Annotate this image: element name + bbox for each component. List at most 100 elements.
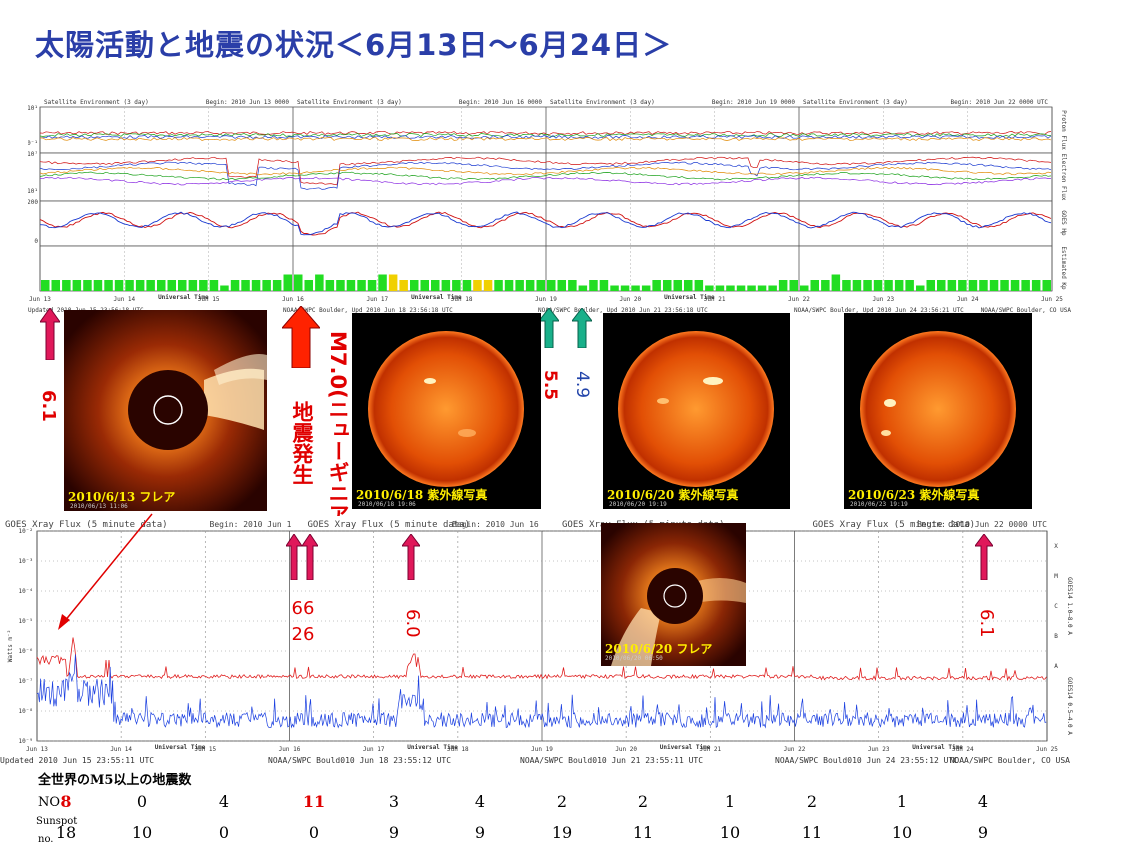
annotation-4-9: 4.9 [572, 371, 592, 399]
kp-bar [757, 285, 767, 291]
lasco-image-0613: 2010/6/13 フレア 2010/06/13 11:06 [64, 310, 267, 511]
goes-xray-flux-chart: Jun 13 Jun 14 Jun 15 Jun 16 Jun 17 Jun 18 Jun … [0, 516, 1075, 766]
kp-bar [884, 280, 893, 291]
kp-bar [599, 280, 609, 291]
kp-bar [146, 280, 155, 291]
annotation-5-5: 5.5 [540, 369, 560, 401]
kp-bar [388, 274, 398, 291]
kp-bar [367, 280, 377, 291]
arrow-up-pink-1 [40, 308, 60, 360]
no-cell: 3 [388, 792, 400, 811]
arrow-up-pink-3 [302, 534, 318, 580]
xray-ut-label: Universal Time [407, 744, 458, 751]
top-panel-title: Satellite Environment (3 day) [803, 99, 908, 106]
top-begin-label: Begin: 2010 Jun 13 0000 [206, 99, 289, 106]
kp-bar [831, 274, 841, 291]
kp-bar [768, 285, 777, 291]
kp-bar [525, 280, 535, 291]
kp-bar [51, 280, 60, 291]
kp-bar [462, 280, 472, 291]
kp-bar [684, 280, 693, 291]
xray-day-label: Jun 20 [615, 746, 637, 753]
kp-bar [431, 280, 440, 291]
image-date-0620: 2010/06/20 19:19 [609, 501, 667, 508]
xray-class-letter: X [1054, 543, 1058, 550]
kp-bar [852, 280, 862, 291]
kp-bar [209, 280, 219, 291]
kp-bar [1042, 280, 1051, 291]
kp-bar [93, 280, 103, 291]
no-cell: 1 [724, 792, 736, 811]
sunspot-cell: 11 [801, 823, 823, 842]
xray-title: GOES Xray Flux (5 minute data) [5, 520, 168, 530]
kp-bar [694, 280, 704, 291]
goes-hp-line [39, 211, 1052, 236]
arrow-up-teal-1 [539, 308, 559, 348]
image-date-0620-flare: 2010/06/20 06:50 [605, 655, 663, 662]
kp-bar [452, 280, 461, 291]
top-side-label: Estimated Kp [1060, 246, 1067, 290]
top-y-tick: 200 [28, 199, 38, 206]
kp-bar [62, 280, 71, 291]
kp-bar [504, 280, 514, 291]
xray-ut-label: Universal Time [912, 744, 963, 751]
top-begin-label: Begin: 2010 Jun 19 0000 [712, 99, 795, 106]
kp-bar [1000, 280, 1009, 291]
xray-y-tick: 10⁻⁶ [19, 648, 33, 655]
proton-flux-line [39, 131, 1052, 135]
top-panel-title: Satellite Environment (3 day) [297, 99, 402, 106]
top-footer: NOAA/SWPC Boulder, Upd 2010 Jun 18 23:56… [283, 307, 453, 314]
kp-bar [262, 280, 271, 291]
kp-bar [863, 280, 872, 291]
xray-ut-label: Universal Time [155, 744, 206, 751]
sunspot-cell: 19 [551, 823, 573, 842]
sunspot-cell: 9 [388, 823, 400, 842]
xray-title: GOES Xray Flux (5 minute data) [308, 520, 471, 530]
kp-bar [536, 280, 545, 291]
kp-bar [652, 280, 661, 291]
kp-bar [104, 280, 113, 291]
top-begin-label: Begin: 2010 Jun 16 0000 [459, 99, 542, 106]
kp-bar [726, 285, 735, 291]
sunspot-cell: 9 [474, 823, 486, 842]
top-day-label: Jun 23 [872, 296, 894, 303]
xray-y-tick: 10⁻² [19, 528, 33, 535]
top-side-label: Proton Flux [1060, 110, 1067, 150]
xray-day-label: Jun 15 [194, 746, 216, 753]
top-footer: NOAA/SWPC Boulder, CO USA [981, 307, 1072, 314]
top-y-tick: 10¹ [28, 188, 38, 195]
universal-time-label: Universal Time [411, 294, 462, 301]
xray-day-label: Jun 23 [868, 746, 890, 753]
annotation-66: 66 [291, 598, 315, 619]
kp-bar [610, 285, 619, 291]
image-label-0620-flare: 2010/6/20 フレア [605, 642, 713, 656]
kp-bar [578, 285, 588, 291]
no-cell: 11 [302, 792, 326, 811]
xray-y-tick: 10⁻⁹ [19, 738, 33, 745]
xray-title: GOES Xray Flux (5 minute data) [813, 520, 976, 530]
no-cell: 4 [218, 792, 230, 811]
image-label-0618: 2010/6/18 紫外線写真 [356, 488, 488, 502]
kp-bar [346, 280, 356, 291]
kp-bar [810, 280, 819, 291]
kp-bar [800, 285, 809, 291]
no-cell: 2 [806, 792, 818, 811]
kp-bar [1010, 280, 1020, 291]
kp-bar [220, 285, 229, 291]
kp-bar [916, 285, 925, 291]
electron-flux-line [39, 156, 1052, 186]
xray-y-tick: 10⁻³ [19, 558, 33, 565]
no-cell: 2 [637, 792, 649, 811]
top-day-label: Jun 14 [113, 296, 135, 303]
universal-time-label: Universal Time [664, 294, 715, 301]
xray-begin-label: Begin: 2010 Jun 22 0000 UTC [917, 520, 1047, 529]
image-date-0613: 2010/06/13 11:06 [70, 503, 128, 510]
xray-long-series [36, 637, 1047, 682]
kp-bar [958, 280, 967, 291]
row-label-no: NO [38, 795, 61, 810]
row-label-sunspot-a: Sunspot [36, 816, 78, 827]
xray-day-label: Jun 21 [699, 746, 721, 753]
top-panel-title: Satellite Environment (3 day) [44, 99, 149, 106]
sunspot-cell: 0 [308, 823, 320, 842]
top-y-tick: 10⁷ [28, 151, 38, 158]
